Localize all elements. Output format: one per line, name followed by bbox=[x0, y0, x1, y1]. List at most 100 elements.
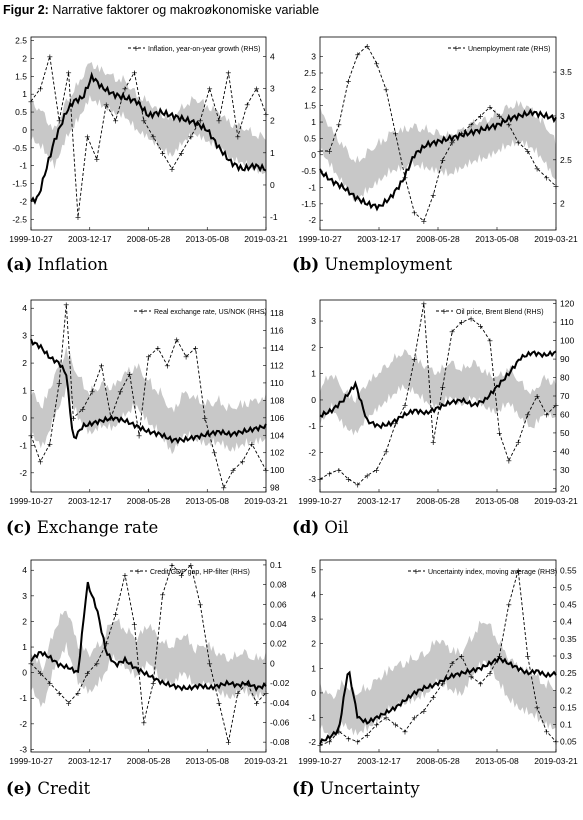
macro-point-9: + bbox=[402, 173, 409, 182]
macro-point-13: + bbox=[439, 383, 446, 392]
macro-point-4: + bbox=[354, 738, 361, 747]
macro-point-5: + bbox=[70, 414, 77, 423]
macro-point-15: + bbox=[169, 165, 176, 174]
x-tick-label: 2003-12-17 bbox=[357, 496, 401, 506]
right-tick-label: 0.08 bbox=[270, 580, 287, 590]
left-tick-label: 2 bbox=[311, 342, 316, 352]
narrative-line bbox=[30, 338, 267, 445]
macro-point-5: + bbox=[75, 689, 82, 698]
macro-point-16: + bbox=[178, 571, 185, 580]
legend: + Credit/GDP gap, HP-filter (RHS) bbox=[130, 567, 250, 576]
narrative-line bbox=[30, 581, 267, 693]
macro-point-22: + bbox=[524, 652, 531, 661]
macro-point-24: + bbox=[543, 410, 550, 419]
macro-point-9: + bbox=[108, 414, 115, 423]
macro-point-5: + bbox=[75, 213, 82, 222]
macro-point-21: + bbox=[515, 138, 522, 147]
macro-point-17: + bbox=[477, 679, 484, 688]
narrative-band bbox=[31, 610, 266, 708]
macro-point-3: + bbox=[56, 379, 63, 388]
panel-caption-letter: (d) bbox=[292, 518, 320, 537]
macro-point-14: + bbox=[449, 327, 456, 336]
panel-caption: (e) Credit bbox=[6, 779, 90, 798]
macro-point-13: + bbox=[150, 133, 157, 142]
figure-title-text: Narrative faktorer og makroøkonomiske va… bbox=[48, 3, 320, 17]
narrative-band bbox=[320, 620, 556, 740]
macro-point-18: + bbox=[197, 600, 204, 609]
right-tick-label: 20 bbox=[560, 483, 570, 493]
x-tick-label: 1999-10-27 bbox=[298, 234, 342, 244]
macro-point-14: + bbox=[155, 344, 162, 353]
macro-point-3: + bbox=[56, 117, 63, 126]
right-tick-label: 0.15 bbox=[560, 702, 577, 712]
macro-point-18: + bbox=[487, 669, 494, 678]
macro-point-21: + bbox=[515, 438, 522, 447]
right-tick-label: 3.5 bbox=[560, 67, 572, 77]
macro-point-15: + bbox=[458, 652, 465, 661]
macro-point-19: + bbox=[496, 429, 503, 438]
panel-caption-text: Oil bbox=[319, 518, 349, 537]
x-tick-label: 1999-10-27 bbox=[298, 496, 342, 506]
left-tick-label: 1.5 bbox=[304, 101, 316, 111]
left-tick-label: -1.5 bbox=[301, 199, 316, 209]
right-tick-label: 1 bbox=[270, 148, 275, 158]
left-tick-label: -2.5 bbox=[12, 214, 27, 224]
macro-point-12: + bbox=[140, 117, 147, 126]
macro-point-1: + bbox=[37, 669, 44, 678]
x-tick-label: 2003-12-17 bbox=[68, 496, 112, 506]
macro-point-7: + bbox=[383, 86, 390, 95]
right-tick-label: 0.35 bbox=[560, 634, 577, 644]
chart-panel-1: ++++++++++++++++++++++++++-2.5-2-1.5-1-0… bbox=[9, 36, 288, 244]
left-tick-label: -2 bbox=[308, 215, 316, 225]
left-tick-label: -2 bbox=[19, 468, 27, 478]
legend-swatch-marker: + bbox=[441, 307, 448, 316]
left-tick-label: 3 bbox=[22, 591, 27, 601]
macro-point-10: + bbox=[411, 714, 418, 723]
macro-point-8: + bbox=[392, 130, 399, 139]
macro-point-4: + bbox=[354, 51, 361, 60]
narrative-line bbox=[319, 108, 557, 212]
macro-point-23: + bbox=[244, 679, 251, 688]
left-tick-label: 1 bbox=[22, 89, 27, 99]
right-tick-label: 0.45 bbox=[560, 600, 577, 610]
macro-point-15: + bbox=[458, 318, 465, 327]
legend-swatch-marker: + bbox=[139, 307, 146, 316]
macro-point-15: + bbox=[458, 130, 465, 139]
legend-label: Credit/GDP gap, HP-filter (RHS) bbox=[150, 569, 250, 576]
left-tick-label: 4 bbox=[22, 565, 27, 575]
macro-point-22: + bbox=[524, 147, 531, 156]
macro-point-8: + bbox=[392, 420, 399, 429]
macro-point-3: + bbox=[56, 689, 63, 698]
left-tick-label: 1.5 bbox=[15, 71, 27, 81]
macro-point-4: + bbox=[65, 68, 72, 77]
x-tick-label: 2019-03-21 bbox=[244, 234, 288, 244]
figure-title: Figur 2: Narrative faktorer og makroøkon… bbox=[3, 3, 319, 17]
left-tick-label: 4 bbox=[311, 589, 316, 599]
x-tick-label: 1999-10-27 bbox=[298, 756, 342, 766]
macro-point-12: + bbox=[430, 693, 437, 702]
left-tick-label: 4 bbox=[22, 303, 27, 313]
left-tick-label: -3 bbox=[19, 744, 27, 754]
legend-label: Inflation, year-on-year growth (RHS) bbox=[148, 46, 260, 53]
panel-caption-text: Unemployment bbox=[319, 255, 453, 274]
right-tick-label: 100 bbox=[560, 336, 574, 346]
right-tick-label: -0.04 bbox=[270, 698, 290, 708]
left-tick-label: 0 bbox=[311, 688, 316, 698]
left-tick-label: 3 bbox=[311, 614, 316, 624]
right-tick-label: 0.5 bbox=[560, 582, 572, 592]
macro-point-14: + bbox=[449, 138, 456, 147]
left-tick-label: 0.5 bbox=[15, 107, 27, 117]
narrative-band bbox=[31, 62, 266, 174]
macro-point-19: + bbox=[206, 659, 213, 668]
macro-point-18: + bbox=[192, 344, 199, 353]
right-tick-label: 106 bbox=[270, 413, 284, 423]
legend-label: Real exchange rate, US/NOK (RHS) bbox=[154, 309, 267, 316]
right-tick-label: 50 bbox=[560, 428, 570, 438]
left-tick-label: 3 bbox=[22, 331, 27, 341]
right-tick-label: 2 bbox=[270, 116, 275, 126]
left-tick-label: 0 bbox=[22, 413, 27, 423]
macro-point-16: + bbox=[468, 673, 475, 682]
macro-point-15: + bbox=[169, 561, 176, 570]
right-tick-label: 110 bbox=[560, 317, 574, 327]
panel-caption-letter: (c) bbox=[6, 518, 32, 537]
